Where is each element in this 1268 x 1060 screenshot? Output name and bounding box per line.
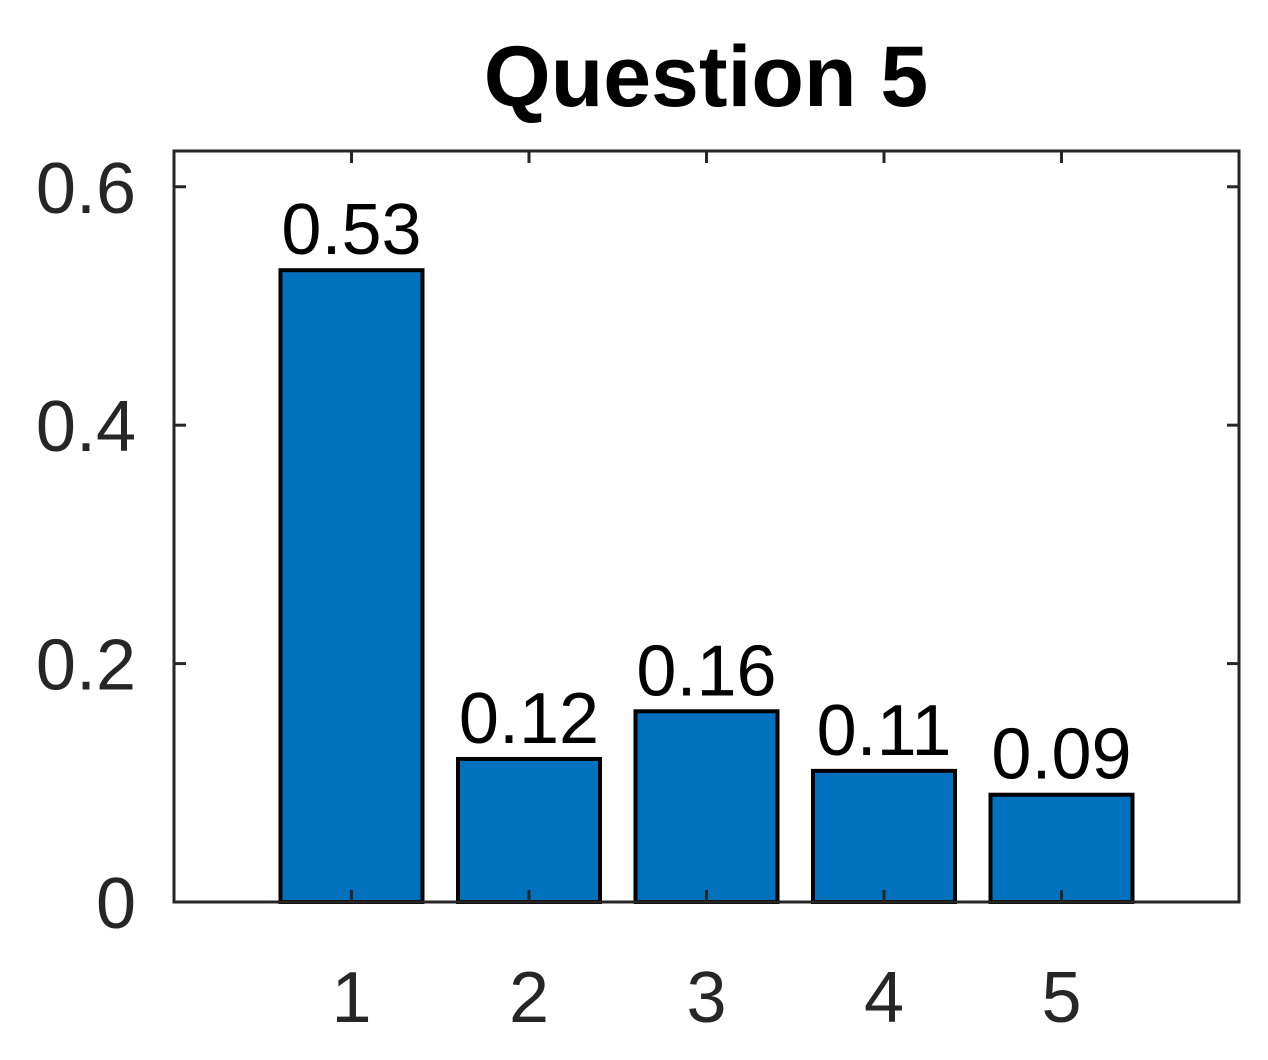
- x-tick-label-2: 2: [509, 958, 549, 1038]
- x-tick-label-4: 4: [864, 958, 904, 1038]
- x-tick-label-5: 5: [1041, 958, 1081, 1038]
- y-tick-label: 0.2: [36, 626, 136, 706]
- bars-group: [278, 268, 1135, 905]
- chart-title: Question 5: [484, 29, 928, 125]
- x-tick-label-3: 3: [686, 958, 726, 1038]
- bar-2: [456, 756, 602, 905]
- data-labels-group: 0.53 0.12 0.16 0.11 0.09: [281, 190, 1131, 795]
- axis-ticks-group: 1 2 3 4 5 0 0.2 0.4 0.6: [36, 149, 1239, 1038]
- x-tick-label-1: 1: [331, 958, 371, 1038]
- data-label-3: 0.16: [636, 631, 776, 711]
- data-label-5: 0.09: [991, 715, 1131, 795]
- y-tick-label: 0: [96, 864, 136, 944]
- y-tick-label: 0.4: [36, 387, 136, 467]
- data-label-2: 0.12: [459, 679, 599, 759]
- data-label-4: 0.11: [817, 691, 952, 771]
- bar-1: [278, 268, 425, 904]
- y-tick-label: 0.6: [36, 149, 136, 229]
- bar-4: [811, 768, 957, 904]
- bar-3: [633, 709, 780, 904]
- bar-5: [988, 792, 1135, 905]
- data-label-1: 0.53: [281, 190, 421, 270]
- plot-frame: [172, 149, 1241, 904]
